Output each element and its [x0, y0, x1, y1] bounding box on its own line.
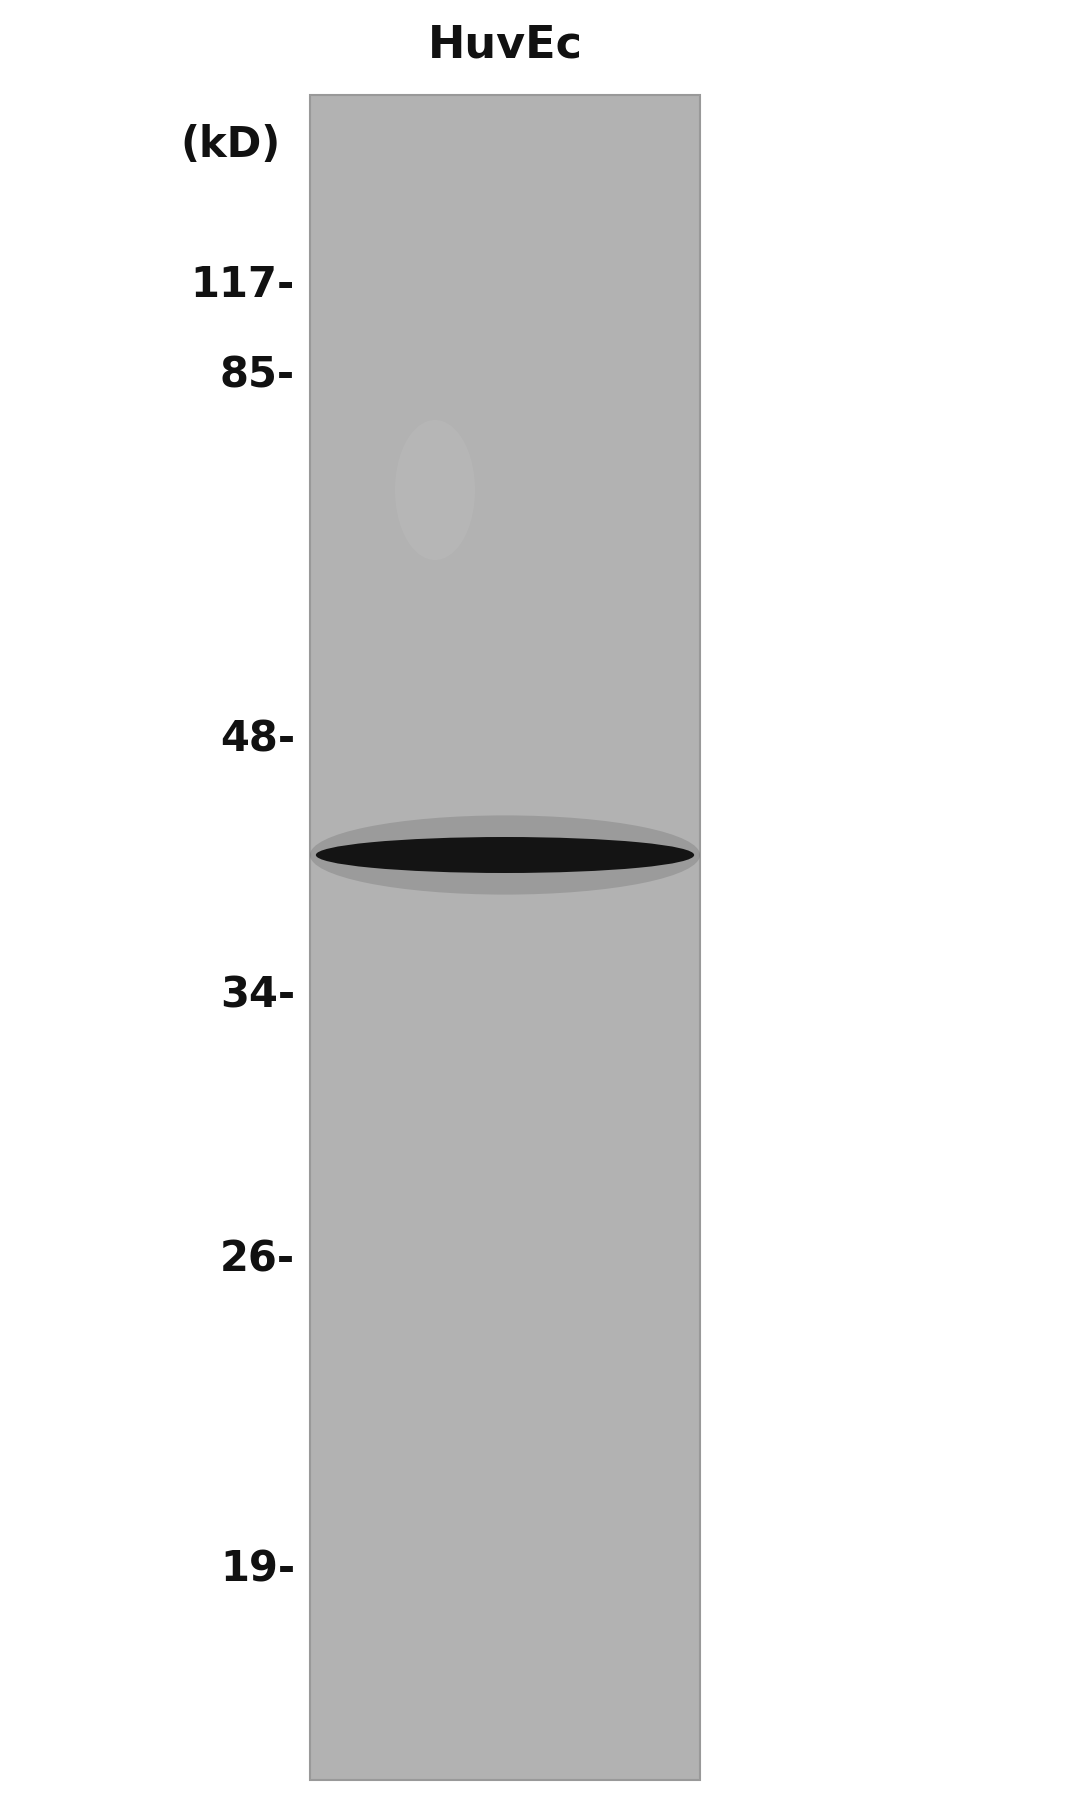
Text: 19-: 19- [220, 1549, 295, 1590]
Text: 34-: 34- [220, 973, 295, 1017]
Text: 117-: 117- [191, 264, 295, 306]
Ellipse shape [395, 420, 475, 561]
Text: 85-: 85- [220, 355, 295, 396]
Text: (kD): (kD) [180, 125, 280, 166]
Ellipse shape [310, 816, 700, 895]
Text: 48-: 48- [220, 718, 295, 762]
Text: 26-: 26- [220, 1239, 295, 1281]
Bar [310, 96, 700, 1780]
Text: HuvEc: HuvEc [428, 24, 582, 67]
Ellipse shape [315, 838, 694, 874]
